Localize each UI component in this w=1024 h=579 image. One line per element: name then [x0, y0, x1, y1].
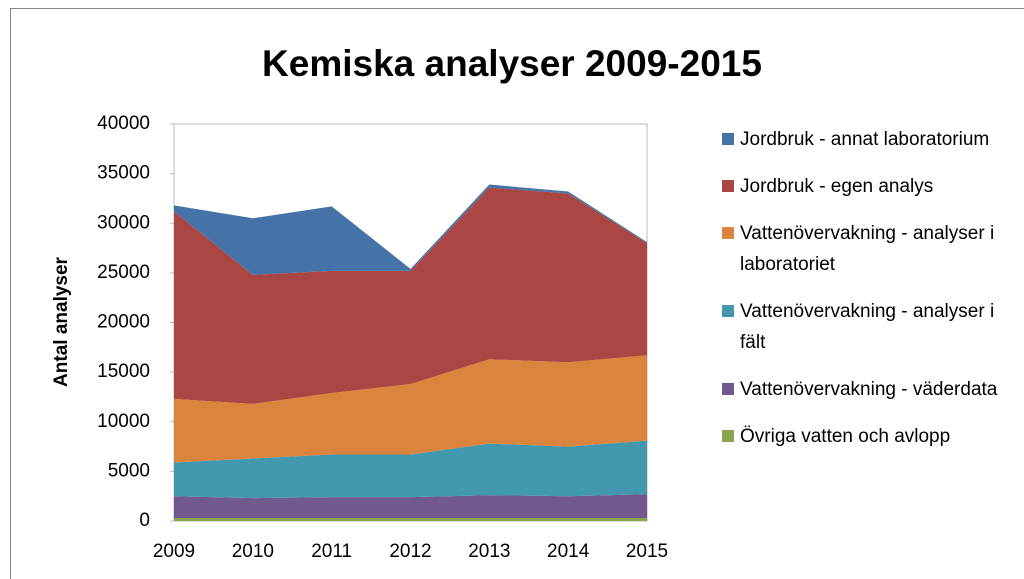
legend-label: Vattenövervakning - analyser i laborator… [740, 223, 995, 275]
x-tick-label: 2010 [232, 541, 274, 562]
chart-title: Kemiska analyser 2009-2015 [262, 43, 762, 84]
legend-swatch [722, 180, 734, 192]
y-tick-label: 25000 [97, 262, 150, 283]
legend-swatch [722, 305, 734, 317]
x-tick-label: 2014 [547, 541, 590, 562]
area [174, 184, 647, 275]
legend-label: Vattenövervakning - analyser i fält [740, 301, 995, 353]
y-tick-label: 0 [139, 510, 150, 531]
x-tick-label: 2013 [468, 541, 510, 562]
chart-border [10, 8, 1024, 579]
x-tick-label: 2015 [626, 541, 668, 562]
y-tick-label: 5000 [108, 460, 150, 481]
areas [174, 184, 647, 521]
legend: Jordbruk - annat laboratorium Jordbruk - … [720, 124, 1020, 468]
legend-item: Vattenövervakning - analyser i laborator… [720, 218, 1020, 280]
area [174, 355, 647, 463]
legend-label: Vattenövervakning - väderdata [740, 379, 998, 400]
legend-item: Vattenövervakning - analyser i fält [720, 296, 1020, 358]
legend-label: Jordbruk - egen analys [740, 176, 934, 197]
area [174, 187, 647, 404]
legend-swatch [722, 430, 734, 442]
x-tick-label: 2011 [311, 541, 352, 562]
legend-swatch [722, 383, 734, 395]
area [174, 494, 647, 519]
area [174, 440, 647, 499]
legend-item: Jordbruk - egen analys [720, 171, 1020, 202]
y-tick-label: 30000 [97, 212, 150, 233]
legend-swatch [722, 227, 734, 239]
x-tick-label: 2009 [153, 541, 195, 562]
y-tick-label: 10000 [97, 411, 150, 432]
y-tick-label: 20000 [97, 312, 150, 333]
legend-item: Jordbruk - annat laboratorium [720, 124, 1020, 155]
y-tick-label: 15000 [97, 361, 150, 382]
y-tick-label: 35000 [97, 163, 150, 184]
x-tick-label: 2012 [389, 541, 431, 562]
legend-label: Övriga vatten och avlopp [740, 426, 951, 447]
y-axis-label: Antal analyser [51, 256, 72, 386]
legend-item: Vattenövervakning - väderdata [720, 374, 1020, 405]
area [174, 518, 647, 521]
legend-item: Övriga vatten och avlopp [720, 421, 1020, 452]
legend-label: Jordbruk - annat laboratorium [740, 129, 990, 150]
legend-swatch [722, 133, 734, 145]
y-tick-label: 40000 [97, 113, 150, 134]
